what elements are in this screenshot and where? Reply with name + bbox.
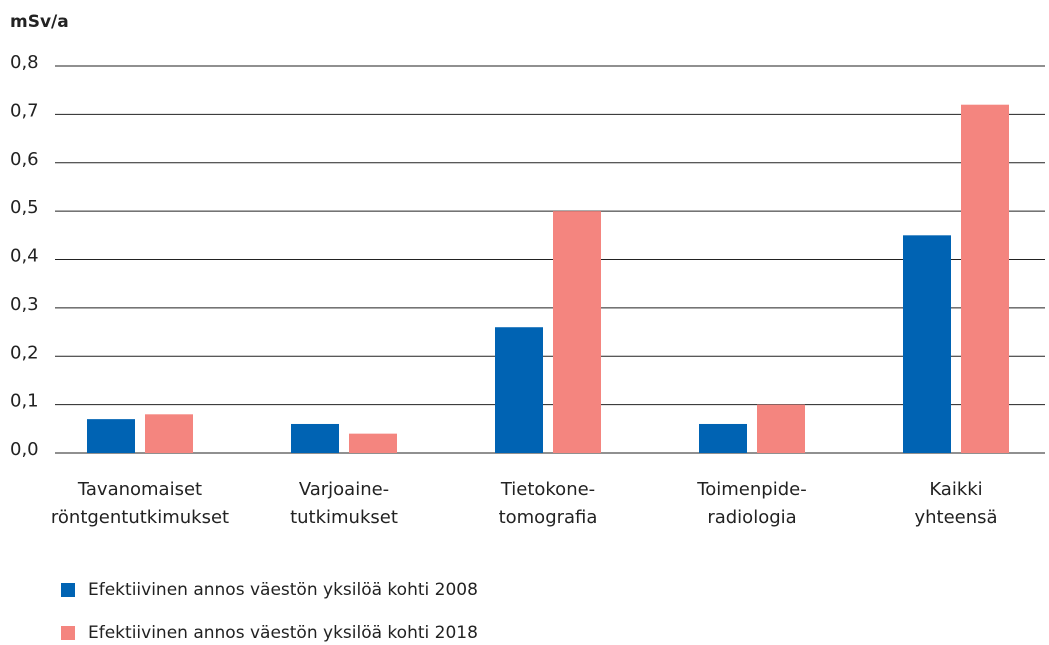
bar (87, 419, 135, 453)
y-tick-label: 0,8 (10, 52, 39, 73)
y-tick-label: 0,4 (10, 246, 39, 267)
y-tick-label: 0,3 (10, 294, 39, 315)
legend-swatch (61, 626, 75, 640)
bar (699, 423, 747, 453)
bar (757, 404, 805, 453)
bar (495, 327, 543, 453)
y-tick-label: 0,5 (10, 197, 39, 218)
x-tick-label: Varjoaine- tutkimukset (290, 479, 398, 528)
y-tick-label: 0,2 (10, 342, 39, 363)
x-tick-label: Tavanomaiset röntgentutkimukset (50, 479, 230, 528)
y-axis-label: mSv/a (10, 12, 69, 32)
bar (553, 211, 601, 453)
x-tick-label: Kaikki yhteensä (914, 479, 998, 528)
legend-swatch (61, 583, 75, 597)
bar (349, 433, 397, 453)
y-tick-label: 0,6 (10, 149, 39, 170)
y-tick-label: 0,0 (10, 439, 39, 460)
x-tick-label: Tietokone- tomografia (498, 479, 598, 528)
bar (903, 235, 951, 453)
x-tick-label: Toimenpide- radiologia (697, 479, 807, 528)
bar (145, 414, 193, 453)
bar (291, 423, 339, 453)
bar (961, 104, 1009, 453)
y-tick-label: 0,7 (10, 100, 39, 121)
legend-label: Efektiivinen annos väestön yksilöä kohti… (88, 580, 478, 600)
y-tick-label: 0,1 (10, 391, 39, 412)
legend-label: Efektiivinen annos väestön yksilöä kohti… (88, 623, 478, 643)
